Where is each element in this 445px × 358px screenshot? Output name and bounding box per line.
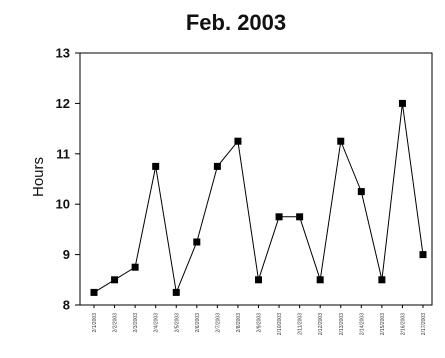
y-tick-label: 9	[63, 247, 70, 262]
x-tick-label: 2/15/2003	[380, 313, 386, 335]
x-tick-label: 2/1/2003	[92, 313, 98, 333]
data-point	[378, 276, 386, 284]
series-markers	[90, 99, 427, 296]
data-point	[296, 213, 304, 221]
data-point	[172, 288, 180, 296]
data-point	[90, 288, 98, 296]
data-point	[213, 162, 221, 170]
data-point	[111, 276, 119, 284]
x-tick-label: 2/11/2003	[298, 313, 304, 335]
y-tick-label: 8	[63, 298, 70, 313]
data-point	[337, 137, 345, 145]
x-axis: 2/1/2003 2/2/2003 2/3/2003 2/4/2003 2/5/2003…	[92, 305, 427, 335]
x-tick-label: 2/9/2003	[257, 313, 263, 333]
data-point	[316, 276, 324, 284]
x-tick-label: 2/6/2003	[195, 313, 201, 333]
y-tick-label: 11	[56, 146, 70, 161]
y-axis-label: Hours	[30, 157, 47, 197]
data-point	[398, 99, 406, 107]
x-tick-label: 2/3/2003	[133, 313, 139, 333]
x-tick-label: 2/7/2003	[215, 313, 221, 333]
data-point	[234, 137, 242, 145]
x-tick-label: 2/10/2003	[277, 313, 283, 335]
y-tick-label: 12	[56, 96, 70, 111]
x-tick-label: 2/5/2003	[174, 313, 180, 333]
chart-title: Feb. 2003	[186, 10, 286, 35]
x-tick-label: 2/17/2003	[421, 313, 427, 335]
data-point	[255, 276, 262, 284]
x-tick-label: 2/4/2003	[154, 313, 160, 333]
data-point	[152, 162, 160, 170]
x-tick-label: 2/2/2003	[113, 313, 119, 333]
y-axis: 8 9 10 11 12 13	[56, 46, 80, 313]
x-tick-label: 2/14/2003	[359, 313, 365, 335]
x-tick-label: 2/12/2003	[318, 313, 324, 335]
plot-area-frame	[79, 52, 433, 306]
x-tick-label: 2/16/2003	[400, 313, 406, 335]
data-point	[131, 263, 139, 271]
data-point	[419, 251, 427, 259]
x-tick-label: 2/8/2003	[236, 313, 242, 333]
data-point	[275, 213, 283, 221]
y-tick-label: 10	[56, 197, 70, 212]
data-point	[193, 238, 201, 246]
data-point	[357, 188, 365, 196]
y-tick-label: 13	[56, 46, 70, 61]
series-line	[93, 103, 424, 295]
x-tick-label: 2/13/2003	[339, 313, 345, 335]
